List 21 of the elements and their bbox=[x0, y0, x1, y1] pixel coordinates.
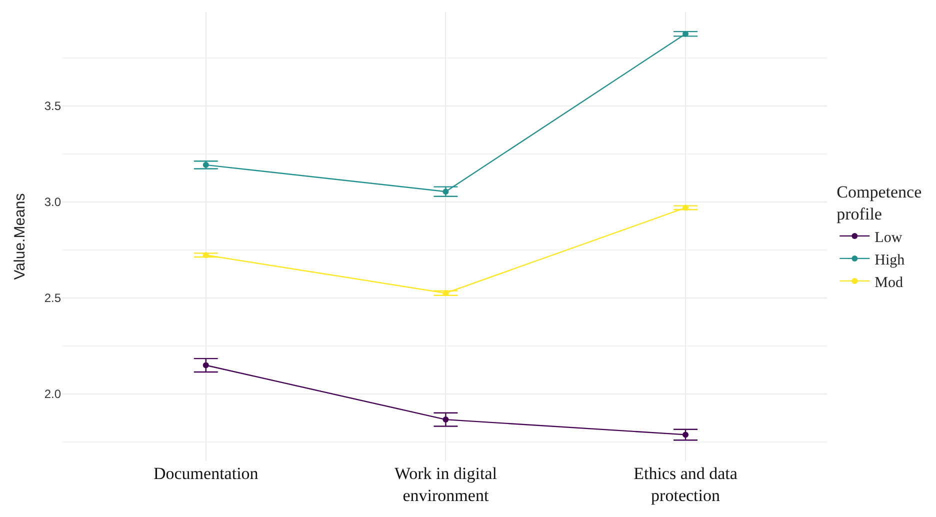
point bbox=[442, 416, 449, 423]
legend-label: Mod bbox=[874, 274, 904, 291]
y-tick-label: 3.0 bbox=[44, 195, 62, 210]
legend-label: High bbox=[874, 252, 906, 268]
x-tick-label: Work in digital environment bbox=[394, 464, 498, 506]
point bbox=[682, 432, 689, 438]
y-tick-label: 2.5 bbox=[44, 291, 62, 306]
y-tick-label: 3.5 bbox=[44, 99, 62, 114]
point bbox=[682, 204, 689, 211]
point bbox=[202, 362, 209, 368]
point bbox=[442, 188, 449, 195]
legend-label: Low bbox=[874, 230, 902, 246]
y-tick-label: 2.0 bbox=[44, 387, 62, 402]
point bbox=[682, 30, 689, 37]
x-tick-label: Documentation bbox=[153, 464, 259, 483]
legend-title: Competence profile bbox=[836, 182, 922, 224]
x-tick-label: Ethics and data protection bbox=[634, 464, 738, 506]
point bbox=[442, 290, 449, 296]
point bbox=[202, 252, 209, 258]
y-axis-title: Value.Means bbox=[12, 193, 29, 280]
point bbox=[202, 162, 209, 168]
